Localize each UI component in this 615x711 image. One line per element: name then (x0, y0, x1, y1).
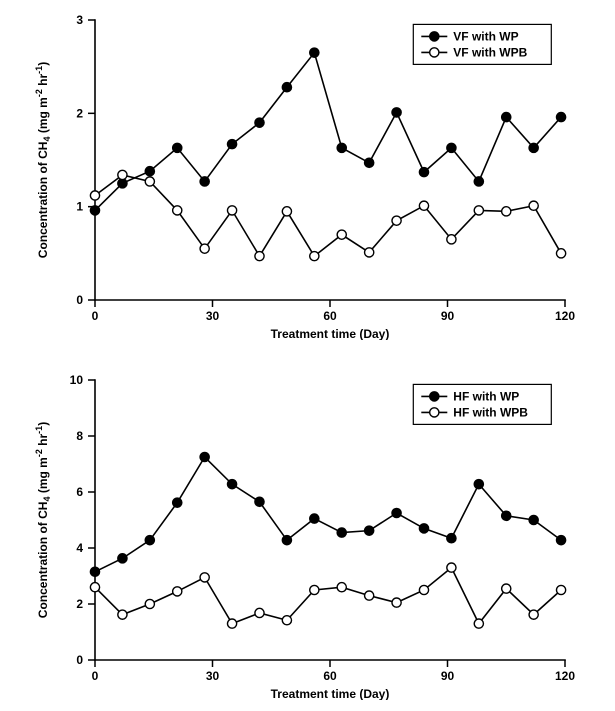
bottom-chart-series-0-marker (282, 536, 291, 545)
bottom-chart-y-tick-label: 2 (76, 597, 83, 611)
bottom-chart-series-0-marker (447, 534, 456, 543)
bottom-chart-series-0-marker (474, 480, 483, 489)
bottom-chart-x-tick-label: 30 (206, 669, 220, 683)
bottom-chart-series-1-marker (118, 610, 127, 619)
bottom-chart-series-1-marker (502, 584, 511, 593)
bottom-chart-series-1-marker (173, 587, 182, 596)
bottom-chart-series-1-marker (392, 598, 401, 607)
bottom-chart-y-tick-label: 0 (76, 653, 83, 667)
bottom-chart-series-1-marker (529, 610, 538, 619)
bottom-chart-series-1-marker (90, 583, 99, 592)
bottom-chart-series-0-marker (556, 536, 565, 545)
bottom-chart-series-0-marker (337, 528, 346, 537)
bottom-chart-series-0-marker (227, 480, 236, 489)
bottom-chart-x-tick-label: 120 (555, 669, 575, 683)
bottom-chart-y-tick-label: 6 (76, 485, 83, 499)
bottom-chart-series-0-marker (502, 511, 511, 520)
bottom-chart-series-1-marker (419, 585, 428, 594)
bottom-chart-series-1-marker (227, 619, 236, 628)
bottom-chart-series-0-marker (173, 498, 182, 507)
bottom-chart-series-0-marker (365, 526, 374, 535)
bottom-chart-series-0-marker (529, 515, 538, 524)
bottom-chart-series-0-marker (118, 554, 127, 563)
bottom-chart-series-1-marker (556, 585, 565, 594)
bottom-chart-series-0-marker (145, 536, 154, 545)
bottom-chart-series-0-marker (392, 508, 401, 517)
bottom-chart-y-tick-label: 10 (70, 373, 84, 387)
bottom-chart-series-1-marker (310, 585, 319, 594)
bottom-chart-series-1-marker (447, 563, 456, 572)
bottom-chart-x-tick-label: 0 (92, 669, 99, 683)
bottom-chart-series-1-marker (200, 573, 209, 582)
bottom-chart: 0 30 60 90 120 Treatment time (Day) 0 2 4 6 8 10 Con… (0, 0, 615, 700)
bottom-chart-series-0-marker (255, 497, 264, 506)
bottom-chart-series-1-marker (255, 608, 264, 617)
bottom-chart-x-tick-label: 60 (323, 669, 337, 683)
bottom-chart-y-tick-label: 8 (76, 429, 83, 443)
bottom-chart-y-tick-label: 4 (76, 541, 83, 555)
bottom-chart-series-1-marker (337, 583, 346, 592)
bottom-chart-x-axis-label: Treatment time (Day) (271, 687, 390, 700)
bottom-chart-series-1-marker (282, 616, 291, 625)
bottom-chart-x-tick-label: 90 (441, 669, 455, 683)
bottom-chart-series-1-marker (145, 599, 154, 608)
bottom-chart-series-0-marker (200, 452, 209, 461)
bottom-chart-legend-label-0: HF with WP (453, 389, 519, 403)
bottom-chart-series-0-marker (419, 524, 428, 533)
bottom-chart-legend-marker-0 (430, 392, 439, 401)
bottom-chart-series-0-marker (310, 514, 319, 523)
bottom-chart-legend-marker-1 (430, 408, 439, 417)
bottom-chart-series-1-marker (365, 591, 374, 600)
bottom-chart-legend-label-1: HF with WPB (453, 405, 528, 419)
bottom-chart-series-1-marker (474, 619, 483, 628)
bottom-chart-y-axis-label: Concentration of CH4 (mg m-2 hr-1) (34, 422, 52, 618)
bottom-chart-series-0-marker (90, 567, 99, 576)
